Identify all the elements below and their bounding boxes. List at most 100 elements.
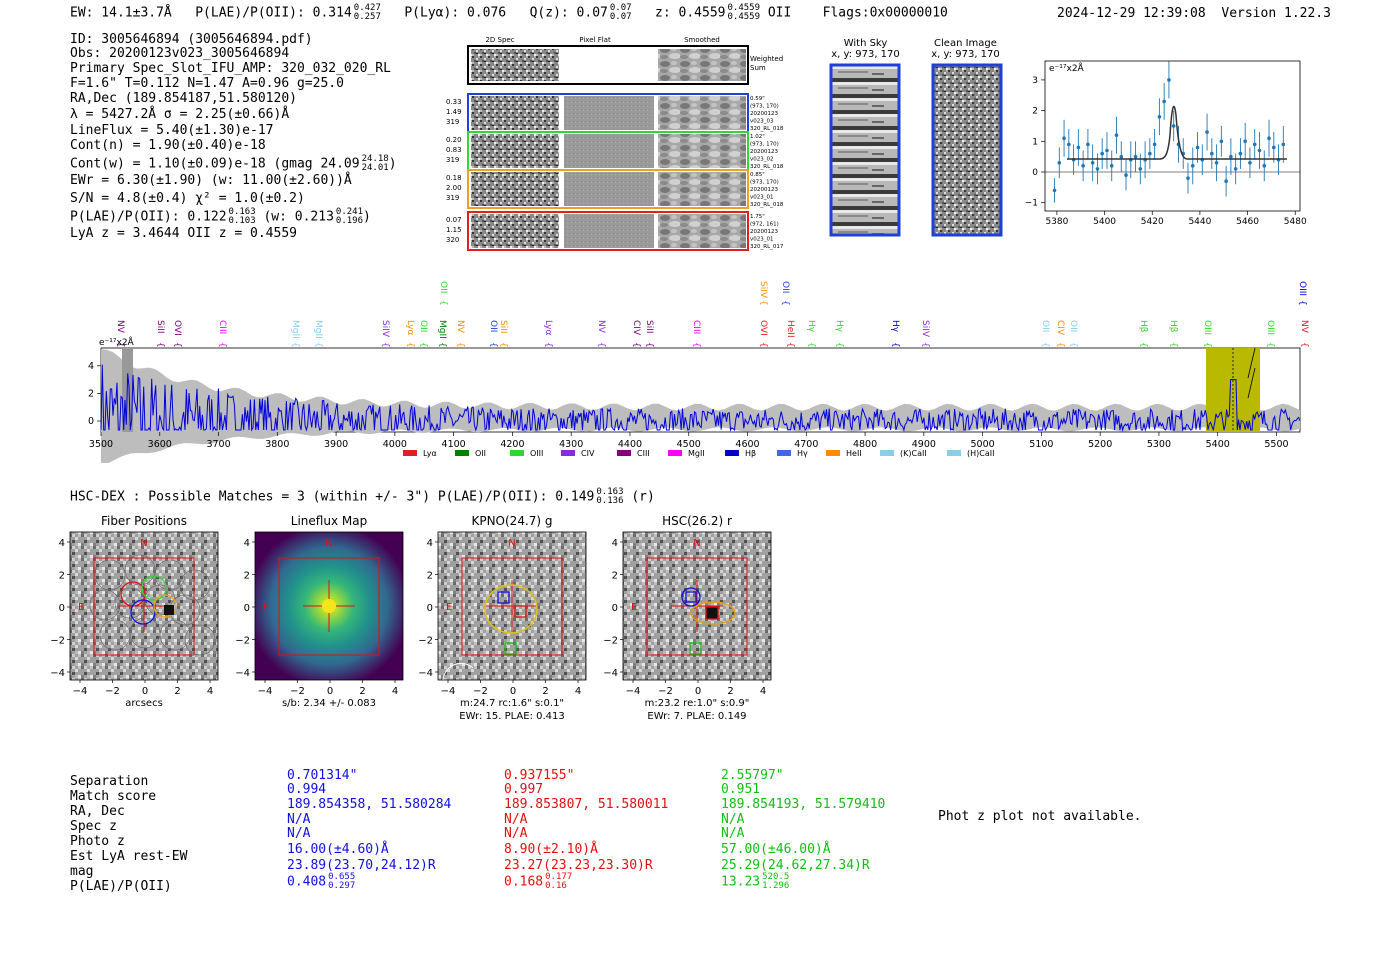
clean-image-xy: x, y: 973, 170 (931, 49, 1000, 60)
spectrum-line-bracket: { (172, 342, 182, 348)
panel-ytick-label: −2 (50, 636, 65, 647)
zoom-point (1100, 151, 1104, 156)
spectrum-line-label: OII (1068, 320, 1078, 332)
spectrum-line-bracket: { (1040, 342, 1050, 348)
spectrum-xtick-label: 5500 (1264, 439, 1288, 450)
panel-east-label: E (631, 602, 637, 613)
match-row-label: RA, Dec (70, 804, 125, 819)
fiber-circle (184, 624, 216, 656)
fiber-blue (130, 599, 156, 625)
zoom-point (1186, 176, 1190, 180)
spectrum-line-bracket-high: { (1297, 300, 1307, 306)
panel-ytick-label: 2 (59, 571, 65, 582)
cutout-row-v3: 320 (446, 236, 459, 244)
panel-ytick-label: 0 (59, 603, 65, 614)
match-3-value: 57.00(±46.00)Å (721, 842, 831, 857)
zoom-ytick-label: 3 (1032, 76, 1038, 86)
zoom-xtick-label: 5460 (1236, 217, 1259, 227)
zoom-ytick-label: −1 (1025, 199, 1038, 209)
spectrum-line-bracket: { (455, 342, 465, 348)
panel-region-box (646, 557, 748, 656)
spectrum-line-bracket: { (155, 342, 165, 348)
info-lambda: λ = 5427.2Å σ = 2.25(±0.66)Å (70, 107, 290, 122)
legend-swatch (947, 450, 961, 456)
info-plae-w-hi: 0.241 (335, 207, 364, 217)
spectrum-xtick-label: 4000 (383, 439, 407, 450)
zoom-point (1257, 148, 1262, 153)
match-2-value: 0.937155" (504, 768, 575, 783)
cutout-row-meta-3: 20200123 (750, 229, 778, 235)
panel-xtick-label: −4 (626, 686, 641, 697)
spectrum-xtick-label: 5000 (971, 439, 995, 450)
panel-xtick-label: 4 (760, 686, 766, 697)
match-row-label: Est LyA rest-EW (70, 849, 188, 864)
panel-xtick-label: −4 (258, 686, 273, 697)
info-radec: RA,Dec (189.854187,51.580120) (70, 91, 297, 106)
spectrum-line-bracket: { (115, 342, 125, 348)
zoom-point (1167, 78, 1171, 82)
spectrum-xtick-label: 5200 (1088, 439, 1112, 450)
spectrum-line-label: CIII (691, 320, 701, 334)
spectrum-line-bracket: { (834, 342, 844, 348)
with-sky-image (829, 63, 901, 237)
info-contw-hi: 24.18 (361, 154, 389, 164)
clean-image-title: Clean Image x, y: 973, 170 (928, 38, 1003, 60)
spectrum-line-label: SiIV (920, 320, 930, 338)
zoom-point (1095, 167, 1100, 171)
panel-xtick-label: 0 (510, 686, 516, 697)
panel-title: KPNO(24.7) g (471, 514, 552, 528)
panel-caption-1: m:23.2 re:1.0" s:0.9" (645, 698, 750, 709)
header-version: Version 1.22.3 (1221, 6, 1331, 21)
legend-label: OIII (530, 449, 543, 458)
spectrum-line-bracket: { (1299, 342, 1309, 348)
panel-region-box (461, 557, 563, 656)
panel-xtick-label: 4 (575, 686, 581, 697)
cutout-2d-spec (471, 172, 559, 206)
spectrum-line-label: SiII (155, 320, 165, 334)
spectrum-line-bracket: { (890, 342, 900, 348)
zoom-point (1086, 142, 1090, 147)
zoom-point (1124, 173, 1128, 177)
cutout-row-meta-1: 1.75" (750, 214, 765, 220)
spectrum-xtick-label: 4400 (618, 439, 642, 450)
match-2-value: 23.27(23.23,23.30)R (504, 858, 653, 873)
match-row-label: Spec z (70, 819, 117, 834)
match-3-value: N/A (721, 812, 745, 827)
spectrum-xtick-label: 5100 (1029, 439, 1053, 450)
with-sky-label: With Sky (843, 38, 888, 49)
spectrum-line-label: Hγ (834, 320, 844, 333)
cutout-2d-spec (471, 214, 559, 248)
panel-region-box (278, 557, 380, 656)
spectrum-line-label-high: OII (438, 281, 448, 293)
spectrum-xtick-label: 3700 (206, 439, 230, 450)
cutout-row-meta-2: (973, 170) (750, 142, 779, 148)
col-pixel-flat: Pixel Flat (579, 36, 611, 44)
cutout-row-meta-4: v023_01 (750, 195, 774, 201)
spectrum-line-bracket: { (405, 342, 415, 348)
zoom-point (1133, 154, 1138, 159)
spectrum-line-bracket-high: { (438, 300, 448, 306)
cutout-row-4: 0.07 1.15 320 1.75" (972, 161)20200123 v023_0… (446, 211, 784, 251)
col-smoothed: Smoothed (684, 36, 720, 44)
spectrum-line-bracket: { (596, 342, 606, 348)
panel-north-label: N (325, 538, 332, 549)
info-id: ID: 3005646894 (3005646894.pdf) (70, 32, 313, 47)
zoom-point (1281, 142, 1286, 147)
spectrum-line-label-high: OIII (1297, 281, 1307, 296)
match-2-value: 0.997 (504, 782, 544, 797)
fiber-green (141, 575, 167, 601)
aperture-ellipse (690, 601, 736, 625)
header-timestamp: 2024-12-29 12:39:08 (1057, 6, 1206, 21)
spectrum-line-label: NV (115, 320, 125, 334)
zoom-point (1233, 167, 1238, 171)
spectrum-xtick-label: 4900 (912, 439, 936, 450)
zoom-point (1109, 164, 1114, 168)
match-2-value: 189.853807, 51.580011 (504, 797, 669, 812)
match-row-label: Photo z (70, 834, 125, 849)
cutout-pixel-flat (564, 172, 654, 206)
panel-caption-1: m:24.7 rc:1.6" s:0.1" (460, 698, 564, 709)
zoom-point (1267, 136, 1271, 141)
panel-title: Fiber Positions (101, 514, 187, 528)
cutout-row-meta-2: (973, 170) (750, 104, 779, 110)
info-primary: Primary Spec_Slot_IFU_AMP: 320_032_020_R… (70, 61, 391, 76)
